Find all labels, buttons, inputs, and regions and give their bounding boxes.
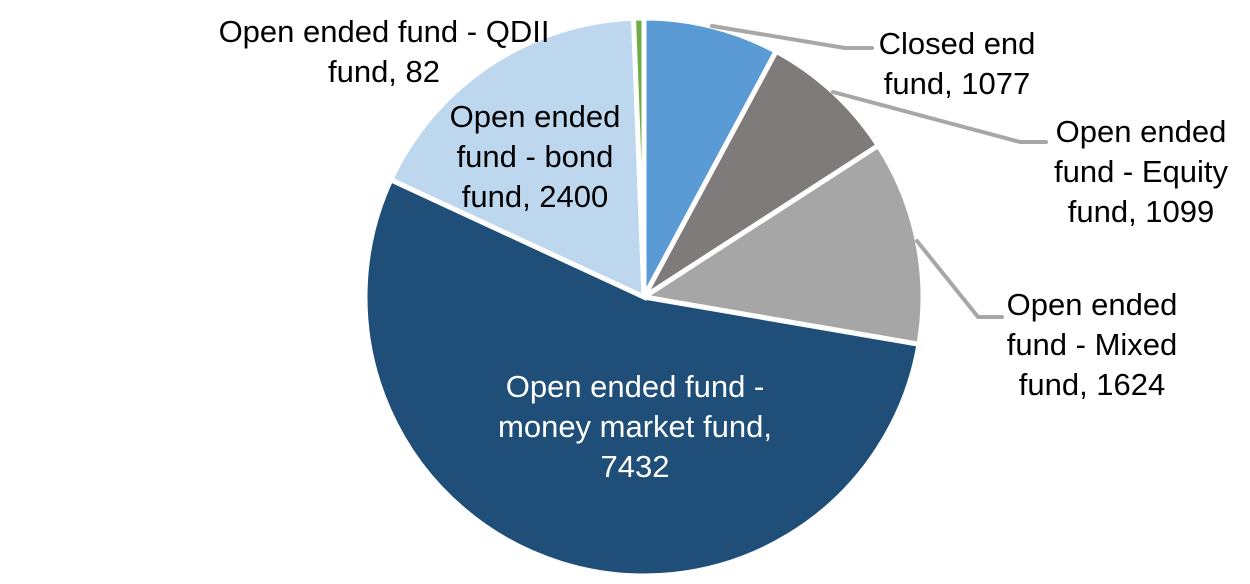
pie-slices: [362, 15, 926, 579]
data-label-line: fund, 1624: [1018, 367, 1166, 402]
data-label-line: Open ended fund -: [505, 369, 765, 404]
data-label-line: Open ended: [1055, 114, 1227, 149]
data-label-closed-end-fund: Closed end fund, 1077: [847, 24, 1067, 104]
pie-slice-open-ended-fund-bond-fund: [387, 15, 647, 301]
data-label-line: Open ended fund - QDII: [218, 14, 550, 49]
data-label-line: money market fund,: [498, 409, 772, 444]
leader-lines: [710, 24, 1048, 319]
leader-line-mixed-fund: [915, 239, 1004, 319]
pie-slice-open-ended-fund-qdii-fund: [630, 15, 647, 298]
data-label-money-market-fund: Open ended fund - money market fund, 743…: [445, 367, 825, 487]
leader-line-equity-fund: [831, 90, 1048, 144]
data-label-line: Closed end: [878, 26, 1036, 61]
leader-line-closed-end-fund: [710, 24, 874, 50]
data-label-line: fund - bond: [456, 139, 614, 174]
data-label-bond-fund: Open ended fund - bond fund, 2400: [425, 97, 645, 217]
pie-slice-open-ended-fund-money-market-fund: [362, 176, 922, 579]
data-label-line: Open ended: [449, 99, 621, 134]
data-label-line: fund - Mixed: [1006, 327, 1178, 362]
data-label-line: fund - Equity: [1053, 154, 1229, 189]
data-label-line: fund, 1099: [1067, 194, 1215, 229]
data-label-line: Open ended: [1006, 287, 1178, 322]
data-label-mixed-fund: Open ended fund - Mixed fund, 1624: [972, 285, 1212, 405]
data-label-line: fund, 82: [327, 54, 441, 89]
data-label-line: fund, 1077: [883, 66, 1031, 101]
data-label-line: fund, 2400: [461, 179, 609, 214]
data-label-line: 7432: [600, 449, 670, 484]
data-label-equity-fund: Open ended fund - Equity fund, 1099: [1021, 112, 1250, 232]
data-label-qdii-fund: Open ended fund - QDII fund, 82: [204, 12, 564, 92]
